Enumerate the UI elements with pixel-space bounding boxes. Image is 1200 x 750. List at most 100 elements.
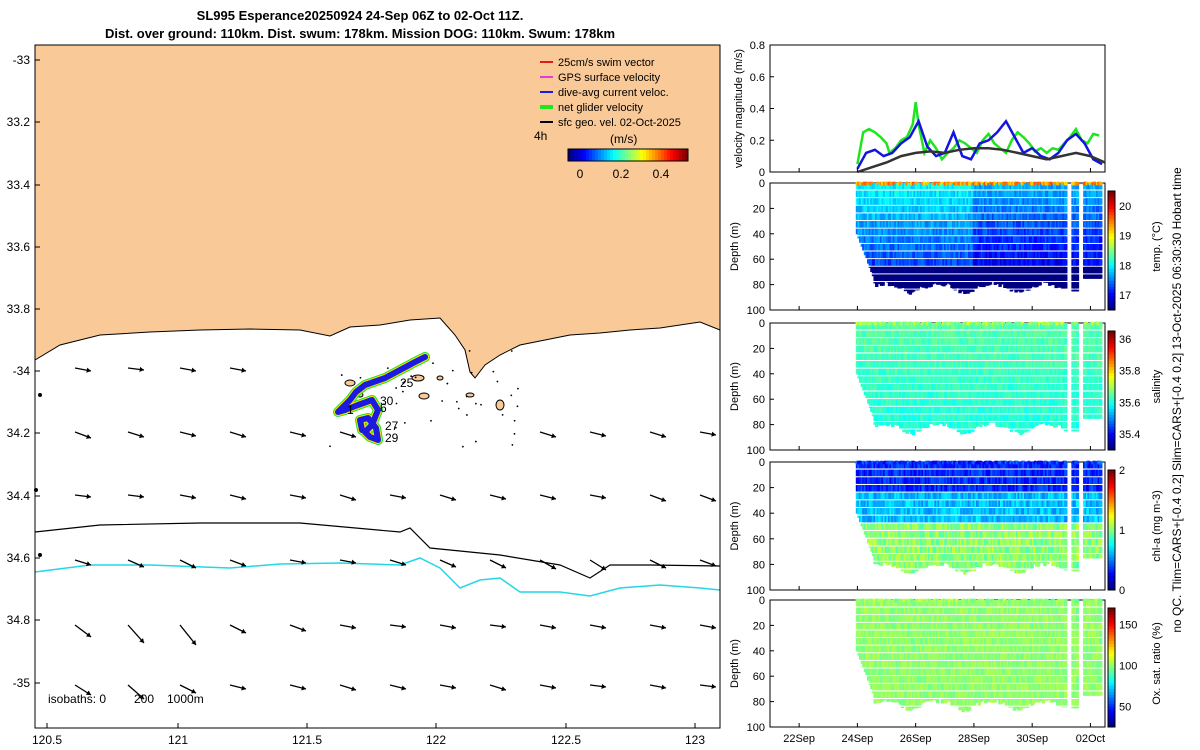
glider-track (335, 354, 428, 443)
geo-velocity-arrowhead (711, 683, 716, 690)
lon-tick-label: 121 (168, 733, 188, 747)
rock (513, 432, 516, 435)
depth-data-cell (926, 422, 930, 429)
colorbar-cell (667, 149, 671, 161)
geo-velocity-arrowhead (601, 624, 606, 630)
geo-velocity-arrowhead (451, 562, 456, 568)
depth-colorbar-cell (1108, 304, 1115, 308)
geo-velocity-arrowhead (241, 433, 246, 439)
depth-data-cell (937, 282, 941, 285)
colorbar-cell (601, 149, 605, 161)
geo-velocity-arrowhead (661, 563, 666, 569)
isobath-200m (34, 522, 721, 579)
depth-data-cell (1075, 289, 1080, 292)
depth-data-cell (1064, 338, 1068, 345)
depth-colorbar-cell (1108, 211, 1115, 216)
depth-data-cell (1099, 330, 1103, 338)
depth-data-cell (902, 429, 906, 433)
depth-colorbar-cell (1108, 399, 1115, 403)
depth-data-cell (1064, 429, 1068, 432)
depth-colorbar-cell (1108, 423, 1115, 427)
depth-colorbar-cell (1108, 339, 1115, 344)
geo-velocity-arrowhead (139, 366, 144, 373)
rock (403, 380, 406, 383)
depth-colorbar-cell (1108, 202, 1115, 207)
depth-data-cell (1051, 282, 1055, 286)
colorbar-cell (661, 149, 665, 161)
depth-data-cell (1099, 198, 1103, 205)
depth-ytick-label: 20 (753, 203, 765, 215)
depth-data-cell (956, 429, 961, 433)
depth-data-cell (1075, 414, 1080, 421)
depth-colorbar-label: temp. (°C) (1151, 221, 1163, 271)
colorbar-cell (595, 149, 599, 161)
depth-data-cell (1075, 368, 1080, 376)
depth-colorbar-cell (1108, 426, 1115, 430)
velocity-series-sfc-geo-vel- (857, 146, 1106, 174)
depth-data-cell (1075, 406, 1080, 414)
depth-data-cell (911, 429, 916, 436)
colorbar-cell (643, 149, 647, 161)
legend-duration: 4h (534, 129, 547, 143)
depth-ytick-label: 100 (747, 305, 765, 317)
depth-data-cell (1099, 361, 1103, 368)
depth-colorbar-cell (1108, 247, 1115, 251)
geo-velocity-arrowhead (139, 493, 144, 500)
colorbar-cell (619, 149, 623, 161)
depth-data-cell (924, 282, 929, 289)
colorbar-cell (622, 149, 626, 161)
depth-data-cell (905, 429, 909, 434)
depth-data-cell (1064, 414, 1068, 421)
colorbar-cell (589, 149, 593, 161)
depth-colorbar-tick: 17 (1119, 290, 1131, 302)
legend-label: dive-avg current veloc. (558, 87, 669, 99)
depth-colorbar-cell (1108, 235, 1115, 240)
rock (446, 382, 449, 385)
depth-ytick-label: 100 (747, 445, 765, 457)
lat-tick-label: -33 (13, 53, 31, 67)
depth-data-cell (959, 429, 964, 435)
depth-data-cell (1075, 399, 1080, 406)
depth-data-cell (1075, 391, 1080, 399)
depth-data-cell (1075, 228, 1080, 236)
lat-tick-label: 34.4 (7, 489, 31, 503)
velocity-ytick-label: 0.4 (750, 104, 765, 116)
depth-colorbar-cell (1108, 411, 1115, 415)
depth-data-cell (1099, 338, 1103, 345)
depth-data-cell (1064, 345, 1068, 353)
rock (402, 381, 404, 384)
depth-colorbar-cell (1108, 444, 1115, 448)
depth-colorbar-cell (1108, 220, 1115, 225)
depth-data-cell (1075, 251, 1080, 259)
geo-velocity-arrowhead (86, 561, 91, 567)
depth-colorbar-cell (1108, 378, 1115, 383)
depth-colorbar-cell (1108, 420, 1115, 424)
depth-data-cell (1099, 353, 1103, 360)
depth-data-cell (1075, 259, 1080, 266)
colorbar-cell (664, 149, 668, 161)
depth-data-cell (875, 422, 879, 428)
lat-tick-label: -35 (13, 676, 31, 690)
depth-data-cell (1075, 361, 1080, 368)
depth-colorbar-cell (1108, 372, 1115, 377)
depth-colorbar-tick: 36 (1119, 334, 1131, 346)
depth-colorbar-cell (1108, 253, 1115, 257)
depth-colorbar-cell (1108, 214, 1115, 219)
depth-data-cell (887, 282, 892, 287)
depth-colorbar-cell (1108, 274, 1115, 278)
lon-tick-label: 120.5 (32, 733, 62, 747)
geo-velocity-arrowhead (401, 623, 406, 630)
colorbar-tick-label: 0 (577, 167, 584, 181)
depth-ytick-label: 60 (753, 254, 765, 266)
rock (474, 402, 477, 405)
geo-velocity-arrowhead (86, 690, 91, 695)
depth-ytick-label: 40 (753, 369, 765, 381)
colorbar-cell (583, 149, 587, 161)
depth-colorbar-cell (1108, 208, 1115, 213)
map-frame (34, 44, 721, 729)
depth-data-cell (1075, 198, 1080, 205)
depth-colorbar-cell (1108, 205, 1115, 210)
colorbar-cell (673, 149, 677, 161)
depth-colorbar-cell (1108, 435, 1115, 439)
geo-velocity-arrowhead (351, 433, 356, 439)
